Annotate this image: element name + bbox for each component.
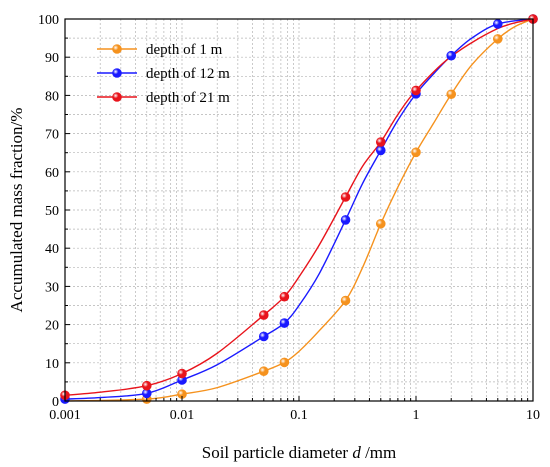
data-point (340, 215, 351, 225)
data-point (446, 50, 457, 61)
data-point (340, 192, 351, 202)
x-tick-label: 10 (526, 408, 540, 423)
series-line (64, 18, 534, 402)
x-tick-label: 0.001 (49, 408, 81, 423)
y-tick-label: 50 (45, 204, 59, 219)
data-point (375, 137, 386, 147)
x-axis-title-variable: d (352, 443, 361, 462)
legend-marker (112, 68, 122, 78)
y-tick-label: 60 (45, 166, 59, 181)
data-point (177, 368, 187, 379)
x-axis-title: Soil particle diameter d /mm (202, 443, 397, 462)
x-axis-title-part: Soil particle diameter (202, 443, 353, 462)
y-tick-label: 90 (45, 51, 59, 66)
legend: depth of 1 m depth of 12 m depth of 21 m (97, 42, 230, 106)
legend-label: depth of 21 m (146, 90, 230, 106)
y-tick-label: 0 (52, 395, 59, 410)
grid (64, 18, 533, 402)
legend-label: depth of 1 m (146, 42, 223, 58)
data-point (258, 310, 269, 320)
series-line (64, 18, 534, 396)
data-point (279, 291, 290, 302)
data-point (279, 357, 290, 368)
y-tick-label: 70 (45, 128, 59, 143)
data-point (411, 147, 421, 158)
data-point (446, 89, 457, 100)
y-tick-label: 40 (45, 242, 59, 257)
data-point (279, 318, 290, 328)
data-point (492, 19, 503, 29)
x-tick-label: 1 (413, 408, 420, 423)
data-point (141, 380, 152, 391)
data-point (258, 331, 269, 342)
legend-marker (112, 44, 122, 54)
data-point (492, 34, 503, 44)
x-axis-title-unit: /mm (361, 443, 396, 462)
data-point (258, 366, 269, 377)
data-point (340, 295, 351, 306)
y-tick-label: 30 (45, 280, 59, 295)
data-point (411, 85, 421, 96)
x-tick-label: 0.1 (290, 408, 308, 423)
y-tick-label: 100 (38, 13, 59, 28)
legend-label: depth of 12 m (146, 66, 230, 82)
data-point (375, 218, 386, 229)
y-tick-label: 10 (45, 357, 59, 372)
legend-marker (112, 92, 122, 102)
y-tick-label: 20 (45, 319, 59, 334)
y-axis-title: Accumulated mass fraction/% (7, 108, 26, 313)
y-tick-label: 80 (45, 89, 59, 104)
data-point (375, 145, 386, 156)
x-tick-label: 0.01 (170, 408, 195, 423)
